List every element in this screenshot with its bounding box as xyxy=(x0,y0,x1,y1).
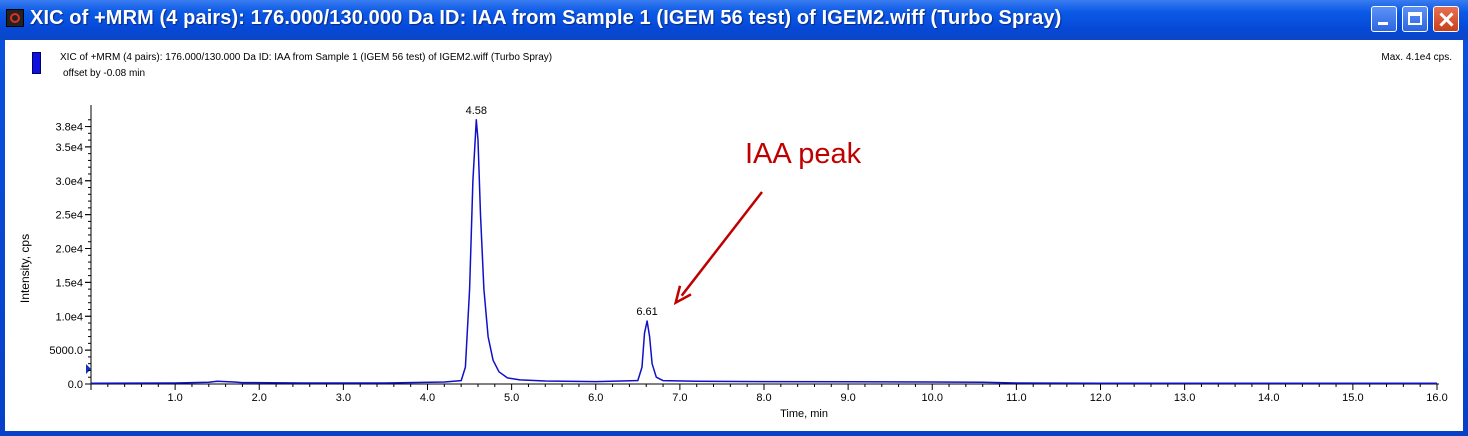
peak-label: 4.58 xyxy=(466,105,487,117)
annotation-arrow-shaft xyxy=(680,191,763,297)
x-tick-label: 4.0 xyxy=(420,392,435,404)
x-tick-label: 14.0 xyxy=(1258,392,1279,404)
peak-label: 6.61 xyxy=(636,306,657,318)
x-tick-label: 15.0 xyxy=(1342,392,1363,404)
minimize-button[interactable] xyxy=(1371,6,1397,32)
annotation-arrow-head xyxy=(673,285,692,306)
series-layer xyxy=(90,119,1437,385)
annotation-layer xyxy=(673,191,763,306)
x-tick-label: 13.0 xyxy=(1174,392,1195,404)
maximize-button[interactable] xyxy=(1402,6,1428,32)
tick-marks xyxy=(85,119,1438,390)
x-tick-label: 1.0 xyxy=(167,392,182,404)
plot-pane[interactable]: XIC of +MRM (4 pairs): 176.000/130.000 D… xyxy=(5,40,1463,431)
y-offset-marker xyxy=(86,364,91,374)
x-tick-label: 8.0 xyxy=(756,392,771,404)
window-title: XIC of +MRM (4 pairs): 176.000/130.000 D… xyxy=(30,7,1062,29)
y-tick-label: 2.5e4 xyxy=(55,210,83,222)
x-tick-label: 2.0 xyxy=(252,392,267,404)
x-tick-label: 16.0 xyxy=(1426,392,1447,404)
x-tick-label: 3.0 xyxy=(336,392,351,404)
iaa-peak-annotation: IAA peak xyxy=(745,138,862,170)
title-bar[interactable]: XIC of +MRM (4 pairs): 176.000/130.000 D… xyxy=(0,0,1468,40)
chromatogram-plot[interactable]: 1.0 2.0 3.0 4.0 5.0 6.0 7.0 8.0 9.0 10.0 11.0 12.0 1… xyxy=(5,40,1463,431)
y-tick-label: 1.0e4 xyxy=(55,311,83,323)
series-line xyxy=(90,119,1437,385)
y-tick-label: 3.0e4 xyxy=(55,176,83,188)
legend-swatch xyxy=(32,52,41,74)
x-tick-label: 9.0 xyxy=(840,392,855,404)
label-layer: 1.0 2.0 3.0 4.0 5.0 6.0 7.0 8.0 9.0 10.0 11.0 12.0 1… xyxy=(18,105,1448,420)
close-button[interactable] xyxy=(1433,6,1459,32)
x-tick-label: 6.0 xyxy=(588,392,603,404)
max-intensity-label: Max. 4.1e4 cps. xyxy=(1381,52,1452,63)
x-tick-label: 5.0 xyxy=(504,392,519,404)
legend-entry: XIC of +MRM (4 pairs): 176.000/130.000 D… xyxy=(60,52,553,63)
x-tick-label: 11.0 xyxy=(1006,392,1027,404)
y-axis-title: Intensity, cps xyxy=(18,234,32,303)
x-tick-label: 12.0 xyxy=(1090,392,1111,404)
y-tick-label: 5000.0 xyxy=(49,345,83,357)
y-tick-label: 3.5e4 xyxy=(55,142,83,154)
x-axis-title: Time, min xyxy=(780,408,828,420)
y-tick-label: 3.8e4 xyxy=(55,122,83,134)
offset-note: offset by -0.08 min xyxy=(63,68,146,79)
y-tick-label: 2.0e4 xyxy=(55,244,83,256)
x-tick-label: 10.0 xyxy=(922,392,943,404)
y-tick-label: 1.5e4 xyxy=(55,277,83,289)
app-icon[interactable] xyxy=(6,9,24,27)
y-tick-label: 0.0 xyxy=(68,379,83,391)
x-tick-label: 7.0 xyxy=(672,392,687,404)
